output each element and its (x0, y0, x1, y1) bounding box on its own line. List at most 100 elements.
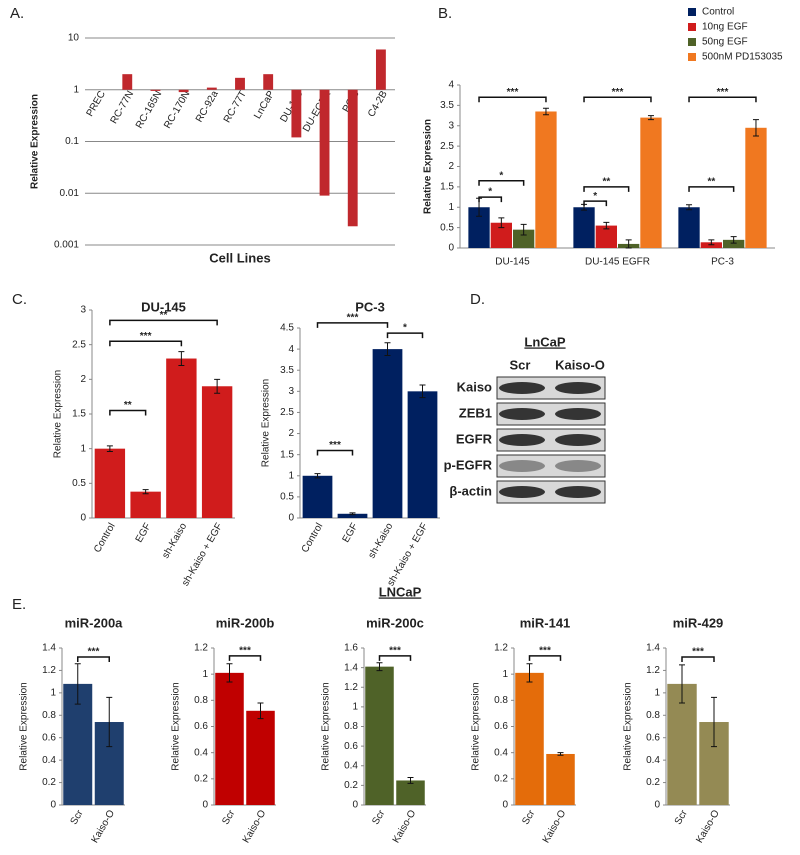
annotation: *** (612, 87, 624, 98)
y-tick-label: 1.2 (194, 643, 208, 654)
significance-bracket (688, 186, 735, 192)
y-tick-label: 0.6 (194, 721, 208, 732)
y-tick-label: 2.5 (72, 339, 86, 350)
annotation: *** (539, 645, 551, 656)
chart-title: miR-200b (216, 615, 275, 630)
x-tick-label: PC-3 (711, 257, 734, 268)
y-tick-label: 2 (448, 161, 454, 172)
row-label: β-actin (449, 483, 492, 498)
error-bar (257, 702, 264, 720)
y-tick-label: 1 (80, 443, 86, 454)
error-bar (625, 239, 632, 249)
annotation: * (488, 187, 492, 198)
blot-band (499, 382, 545, 394)
bar (546, 753, 575, 805)
y-tick-label: 3 (448, 120, 454, 131)
y-tick-label: 0 (502, 800, 508, 811)
y-tick-label: 0.4 (494, 747, 508, 758)
row-label: EGFR (456, 431, 493, 446)
significance-bracket (386, 332, 424, 339)
bar (347, 89, 358, 227)
y-tick-label: 0.6 (646, 732, 660, 743)
error-bar (106, 445, 113, 452)
chart-title: miR-200a (65, 615, 124, 630)
y-tick-label: 0.8 (42, 710, 56, 721)
row-label: Kaiso (457, 379, 492, 394)
significance-bracket (109, 409, 147, 416)
y-tick-label: 3.5 (440, 100, 454, 111)
y-tick-label: 4 (448, 80, 454, 91)
panel-label: D. (470, 291, 485, 308)
panel-label: A. (10, 5, 24, 22)
y-tick-label: 1 (50, 687, 56, 698)
annotation: *** (329, 440, 341, 451)
bar (372, 349, 403, 518)
y-tick-label: 0.8 (494, 695, 508, 706)
annotation: * (499, 170, 503, 181)
error-bar (74, 663, 81, 705)
y-tick-label: 2.5 (440, 141, 454, 152)
error-bar (520, 223, 527, 236)
chart-title: miR-429 (673, 615, 724, 630)
row-label: ZEB1 (459, 405, 492, 420)
bar (215, 672, 244, 805)
x-axis-label: Cell Lines (209, 250, 270, 265)
error-bar (679, 664, 685, 704)
bar (246, 710, 275, 805)
panel-title: LNCaP (379, 584, 422, 599)
bar (375, 49, 386, 90)
bar (640, 117, 662, 248)
y-tick-label: 0.5 (440, 222, 454, 233)
lane-label: Kaiso-O (555, 357, 605, 372)
significance-bracket (528, 655, 562, 661)
x-tick-label: DU-145 EGFR (585, 257, 650, 268)
error-bar (498, 217, 505, 229)
significance-bracket (478, 180, 525, 186)
y-axis-label: Relative Expression (471, 682, 482, 770)
y-tick-label: 1.5 (280, 449, 294, 460)
bar (337, 513, 368, 518)
y-tick-label: 1.2 (494, 643, 508, 654)
bar (263, 74, 274, 90)
blot-band (499, 486, 545, 498)
blot-band (555, 408, 601, 420)
annotation: ** (707, 177, 715, 188)
y-tick-label: 0.4 (194, 747, 208, 758)
blot-band (555, 382, 601, 394)
significance-bracket (583, 186, 630, 192)
annotation: *** (140, 331, 152, 342)
annotation: ** (160, 310, 168, 321)
error-bar (419, 384, 426, 399)
y-tick-label: 0 (448, 243, 454, 254)
bar (515, 672, 544, 805)
legend-swatch (688, 38, 696, 46)
y-tick-label: 0.2 (494, 773, 508, 784)
bar (302, 475, 333, 518)
error-bar (730, 236, 737, 244)
error-bar (376, 662, 383, 672)
bar (166, 358, 197, 518)
error-bar (349, 512, 356, 516)
y-tick-label: 1.2 (646, 665, 660, 676)
significance-bracket (109, 319, 218, 326)
significance-bracket (316, 449, 354, 456)
y-tick-label: 0 (202, 800, 208, 811)
y-tick-label: 0.8 (194, 695, 208, 706)
y-axis-label: Relative Expression (423, 119, 434, 214)
x-tick-label: DU-145 (495, 257, 530, 268)
y-tick-label: 3 (288, 386, 294, 397)
y-tick-label: 1.5 (440, 182, 454, 193)
bar (319, 89, 330, 196)
legend-label: 50ng EGF (702, 37, 748, 48)
y-tick-label: 1 (288, 470, 294, 481)
y-tick-label: 1.6 (344, 643, 358, 654)
y-tick-label: 0.4 (42, 755, 56, 766)
bar (723, 239, 745, 248)
y-tick-label: 0 (80, 513, 86, 524)
bar (291, 89, 302, 138)
panel-label: C. (12, 291, 27, 308)
y-tick-label: 1 (448, 202, 454, 213)
legend-label: Control (702, 7, 734, 18)
error-bar (407, 777, 414, 784)
